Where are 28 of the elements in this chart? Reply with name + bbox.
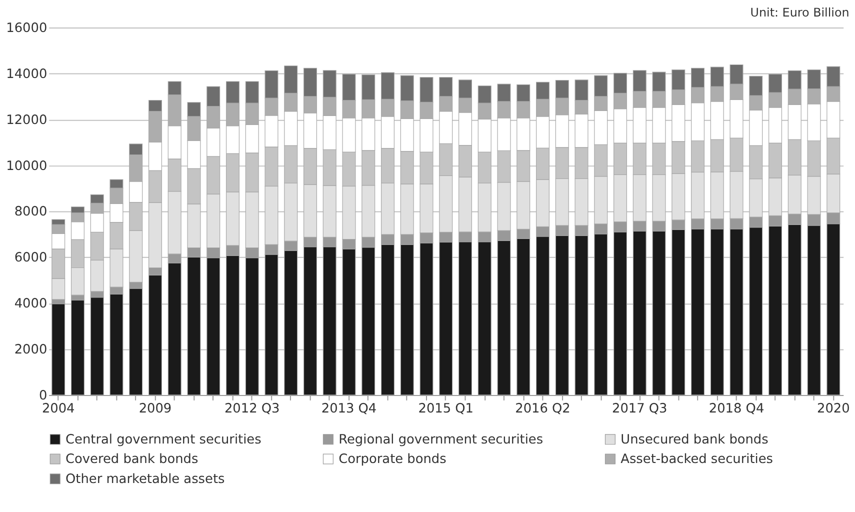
bar: [70, 300, 84, 396]
y-tick-label: 10000: [6, 158, 48, 174]
x-tick-label: 2018 Q4: [708, 401, 764, 416]
legend-label: Corporate bonds: [338, 452, 447, 467]
x-tick-label: 2016 Q2: [515, 401, 570, 416]
y-tick-label: 0: [38, 388, 48, 404]
x-tick-label: 2009: [138, 401, 172, 416]
legend-label: Other marketable assets: [66, 472, 225, 487]
x-tick-label: 2020: [816, 401, 850, 416]
legend-label: Asset-backed securities: [620, 452, 774, 467]
x-tick-label: 2004: [42, 401, 75, 416]
y-tick-label: 6000: [14, 250, 48, 266]
legend-label: Unsecured bank bonds: [620, 432, 769, 448]
bar: [52, 303, 66, 396]
y-tick-label: 14000: [6, 66, 48, 82]
legend-label: Covered bank bonds: [66, 452, 198, 467]
legend-label: Regional government securities: [338, 432, 544, 448]
x-tick-label: 2015 Q1: [418, 401, 474, 416]
x-tick-label: 2017 Q3: [612, 401, 668, 416]
y-tick-label: 16000: [6, 21, 48, 36]
x-tick-label: 2013 Q4: [321, 401, 377, 416]
y-tick-label: 2000: [14, 342, 48, 358]
y-tick-label: 12000: [6, 112, 48, 128]
y-tick-label: 4000: [14, 296, 48, 312]
x-tick-label: 2012 Q3: [224, 401, 280, 416]
text: Unit: Euro Billion: [750, 6, 850, 20]
legend-label: Central government securities: [66, 432, 262, 448]
y-tick-label: 8000: [14, 204, 48, 220]
